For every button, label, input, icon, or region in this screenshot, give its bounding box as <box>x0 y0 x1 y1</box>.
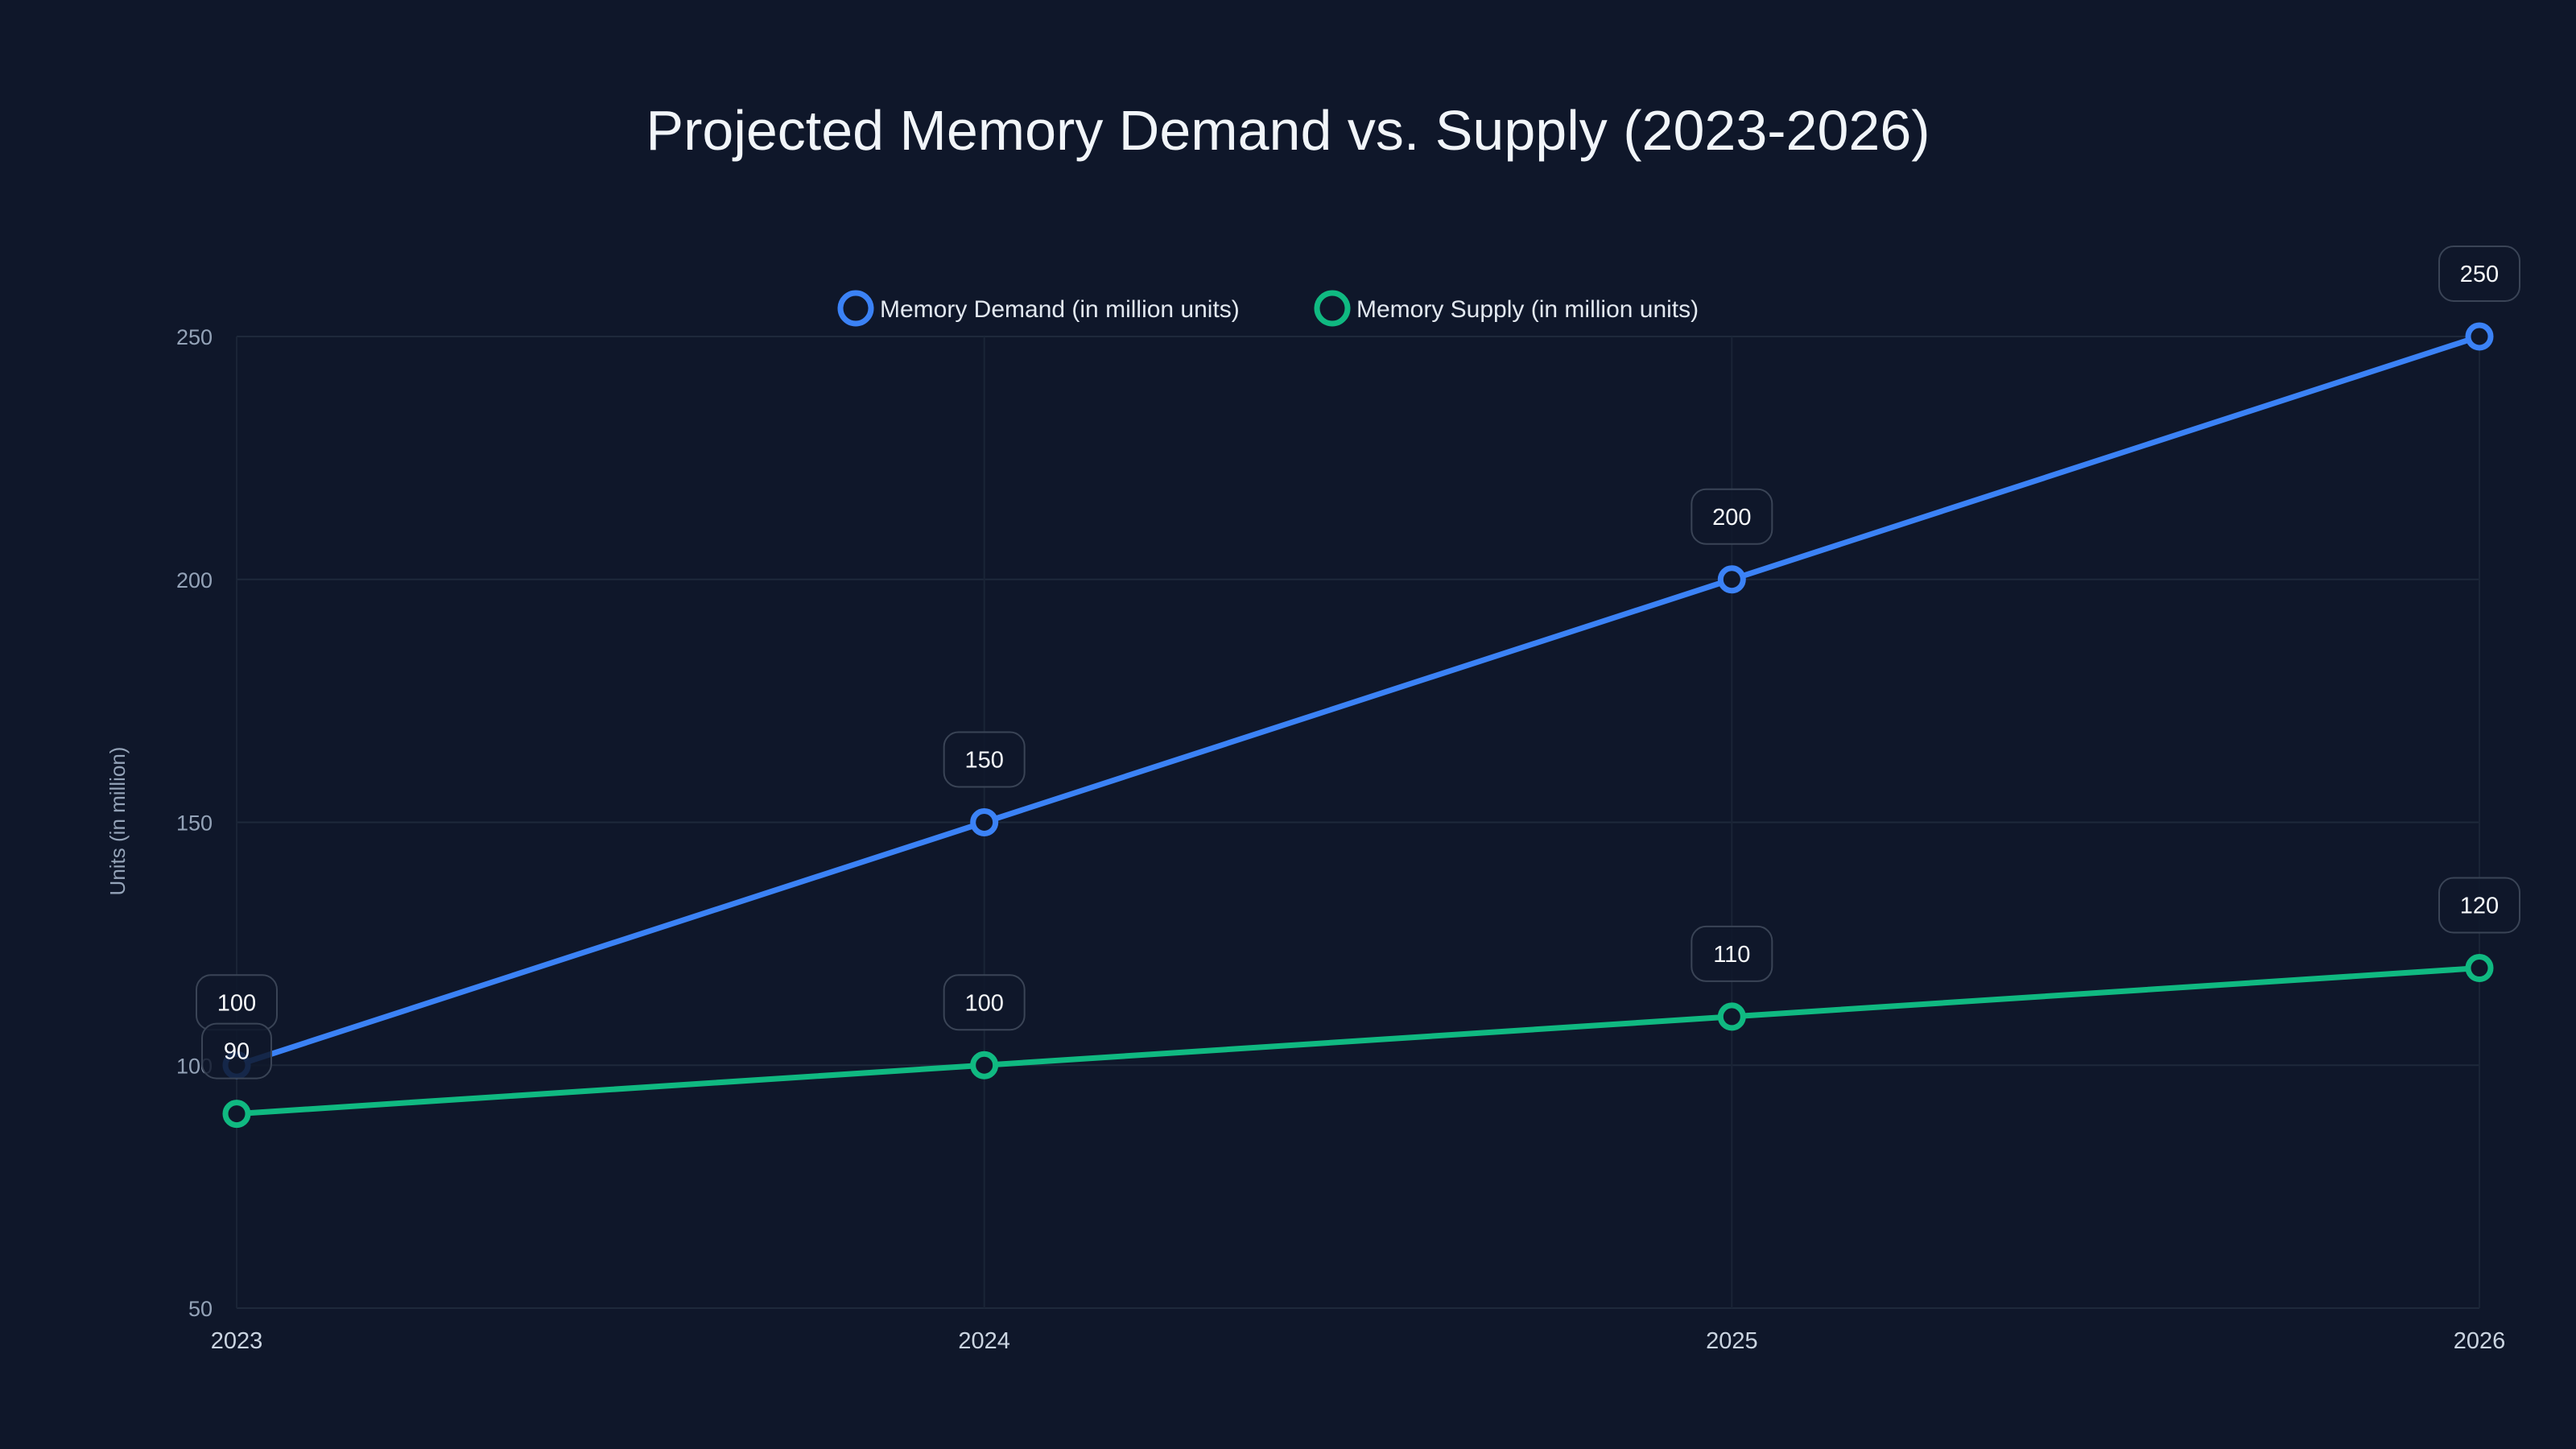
legend-marker-icon <box>1314 290 1351 327</box>
legend-label: Memory Demand (in million units) <box>880 296 1240 323</box>
data-label: 100 <box>964 990 1003 1016</box>
data-point <box>2465 954 2494 983</box>
data-label-box <box>2438 246 2520 302</box>
series-line <box>236 965 2480 1117</box>
data-point <box>970 1051 999 1080</box>
data-label-box <box>943 731 1026 788</box>
y-tick-label: 200 <box>176 568 213 592</box>
data-point <box>1717 1002 1746 1031</box>
x-tick-label: 2023 <box>211 1328 263 1354</box>
data-point <box>222 1100 251 1129</box>
data-label-box <box>201 1022 272 1080</box>
grid <box>236 336 2480 1309</box>
data-point <box>2465 322 2494 351</box>
y-tick-label: 150 <box>176 811 213 836</box>
data-label-box <box>943 974 1026 1031</box>
series-line <box>235 333 2481 1068</box>
data-point <box>970 808 999 836</box>
data-label-box <box>2438 877 2520 934</box>
series-layer <box>222 322 2494 1129</box>
y-tick-label: 50 <box>188 1297 213 1321</box>
data-label: 90 <box>224 1039 250 1065</box>
legend-marker-icon <box>837 290 874 327</box>
data-label: 110 <box>1713 942 1750 968</box>
data-label-box <box>1690 925 1773 982</box>
data-label: 200 <box>1712 505 1751 530</box>
legend: Memory Demand (in million units) Memory S… <box>837 290 1699 327</box>
x-tick-label: 2026 <box>2454 1328 2506 1354</box>
data-label: 250 <box>2460 262 2499 287</box>
y-tick-label: 250 <box>176 325 213 349</box>
x-tick-label: 2024 <box>958 1328 1010 1354</box>
x-axis: 2023 2024 2025 2026 <box>211 1328 2506 1354</box>
data-label-box <box>1690 488 1773 545</box>
data-label: 120 <box>2460 894 2499 919</box>
data-label: 100 <box>217 990 256 1016</box>
data-labels: 100 150 200 250 90 100 110 120 <box>196 246 2520 1080</box>
data-point <box>1717 565 1746 594</box>
chart-title: Projected Memory Demand vs. Supply (2023… <box>646 99 1930 162</box>
data-label: 150 <box>964 748 1003 774</box>
y-axis-label: Units (in million) <box>105 747 130 896</box>
x-tick-label: 2025 <box>1706 1328 1758 1354</box>
legend-label: Memory Supply (in million units) <box>1356 296 1699 323</box>
